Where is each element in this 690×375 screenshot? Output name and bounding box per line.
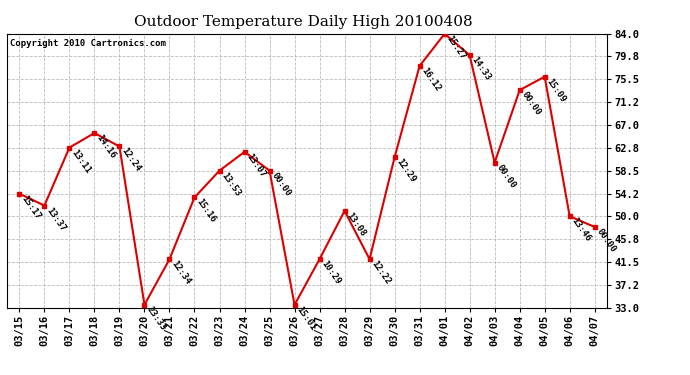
Text: 13:07: 13:07 [244,152,267,179]
Text: 16:12: 16:12 [420,66,442,93]
Text: 00:00: 00:00 [270,171,293,198]
Text: 12:34: 12:34 [170,259,193,286]
Text: 15:09: 15:09 [544,77,567,104]
Text: 00:00: 00:00 [495,163,518,190]
Text: 15:01: 15:01 [295,305,317,332]
Text: 15:27: 15:27 [444,34,467,61]
Text: 13:08: 13:08 [344,211,367,238]
Text: 13:46: 13:46 [570,216,593,243]
Text: Copyright 2010 Cartronics.com: Copyright 2010 Cartronics.com [10,39,166,48]
Text: 10:29: 10:29 [319,259,342,286]
Text: 13:53: 13:53 [219,171,242,198]
Text: 15:17: 15:17 [19,194,42,221]
Text: 14:16: 14:16 [95,133,117,160]
Text: 15:16: 15:16 [195,198,217,225]
Text: 00:00: 00:00 [595,227,618,254]
Text: 12:29: 12:29 [395,157,417,184]
Text: 12:24: 12:24 [119,147,142,174]
Text: 00:00: 00:00 [520,90,542,117]
Text: 23:33: 23:33 [144,305,167,332]
Text: 13:37: 13:37 [44,206,67,233]
Text: 12:22: 12:22 [370,259,393,286]
Text: 13:11: 13:11 [70,147,92,175]
Text: 14:33: 14:33 [470,55,493,82]
Text: Outdoor Temperature Daily High 20100408: Outdoor Temperature Daily High 20100408 [135,15,473,29]
